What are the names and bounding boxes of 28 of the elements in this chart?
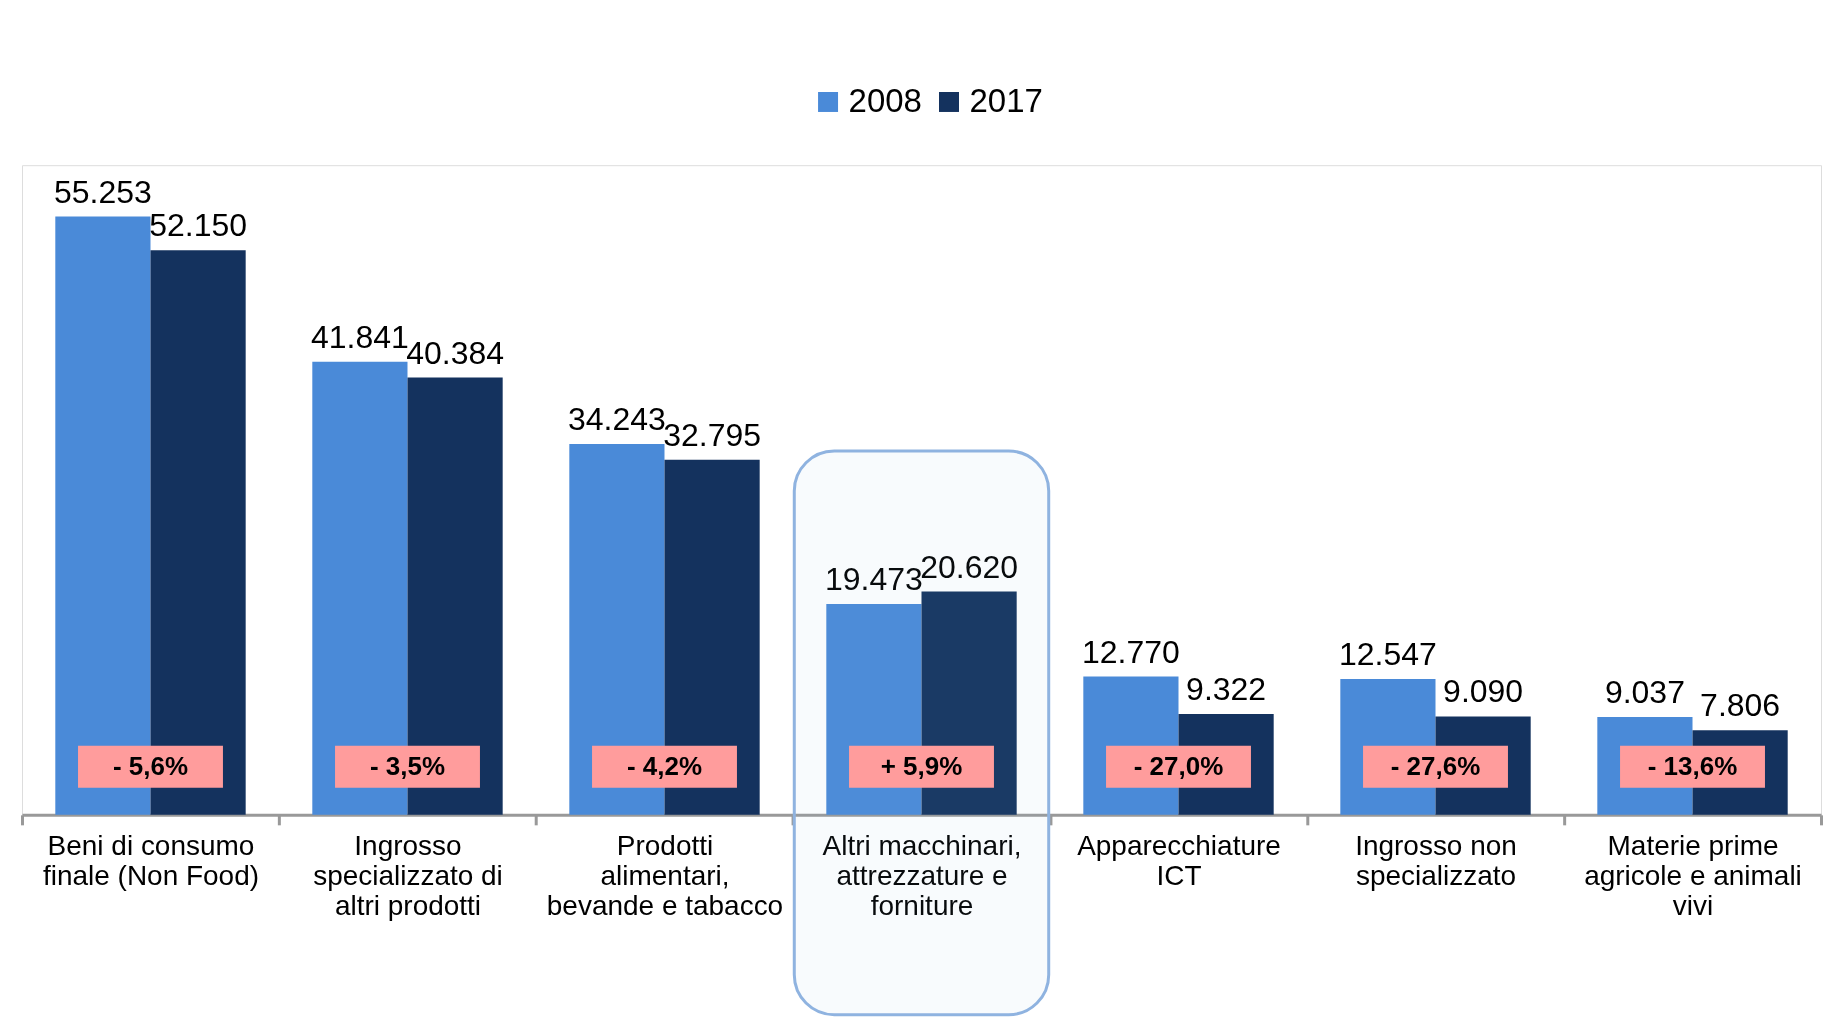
data-label: 34.243 bbox=[568, 401, 666, 438]
x-tick-label: Materie prime agricole e animali vivi bbox=[1584, 830, 1802, 922]
data-label: 12.770 bbox=[1082, 633, 1180, 670]
data-label: 9.037 bbox=[1604, 673, 1685, 710]
x-tick-label: Prodotti alimentari, bevande e tabacco bbox=[546, 830, 784, 922]
legend-label: 2008 bbox=[848, 81, 922, 119]
annotation: - 27,6% bbox=[1390, 750, 1481, 781]
x-tick-label: Beni di consumo finale (Non Food) bbox=[42, 830, 260, 892]
x-tick-label: Ingrosso specializzato di altri prodotti bbox=[313, 830, 503, 922]
data-label: 19.473 bbox=[825, 561, 923, 597]
annotation: + 5,9% bbox=[880, 750, 963, 781]
data-label: 52.150 bbox=[149, 207, 247, 244]
data-label: 41.841 bbox=[311, 318, 409, 355]
data-label: 55.253 bbox=[54, 173, 152, 210]
x-tick-label: Ingrosso non specializzato bbox=[1355, 830, 1517, 892]
annotation: - 27,0% bbox=[1133, 750, 1224, 781]
data-label: 40.384 bbox=[406, 334, 504, 371]
data-label: 12.547 bbox=[1339, 635, 1437, 672]
data-label: 7.806 bbox=[1700, 687, 1781, 724]
legend-label: 2017 bbox=[969, 81, 1043, 119]
annotation: - 4,2% bbox=[626, 750, 703, 781]
data-label: 9.090 bbox=[1443, 673, 1524, 710]
annotation: - 5,6% bbox=[112, 750, 189, 781]
x-tick-label: Altri macchinari, attrezzature e forniture bbox=[822, 830, 1022, 922]
annotation: - 3,5% bbox=[369, 750, 446, 781]
x-tick-label: Apparecchiature ICT bbox=[1077, 830, 1281, 892]
annotation: - 13,6% bbox=[1647, 750, 1738, 781]
data-label: 9.322 bbox=[1186, 670, 1267, 707]
